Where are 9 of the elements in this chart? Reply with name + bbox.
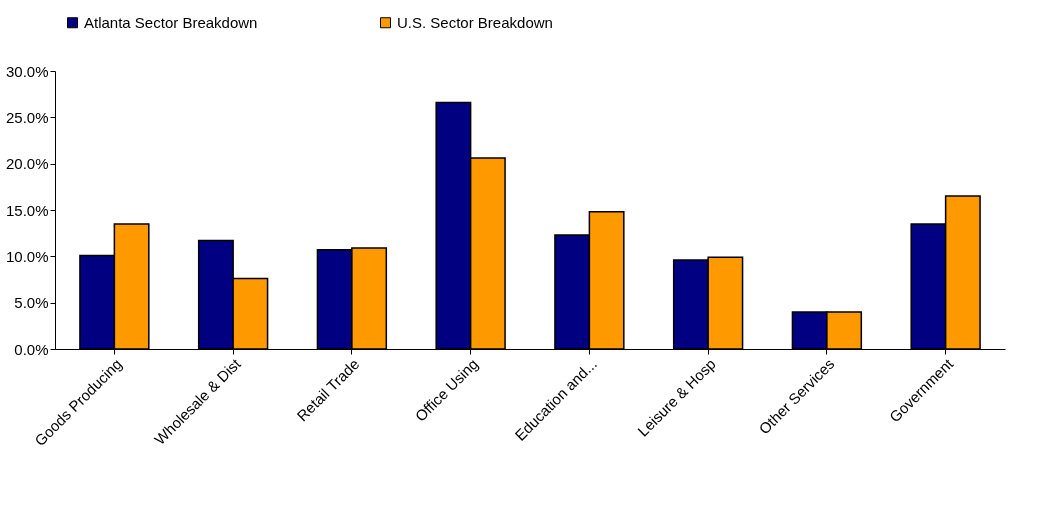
y-tick-label: 5.0% bbox=[14, 294, 49, 312]
y-tick-label: 10.0% bbox=[5, 247, 49, 265]
y-tick-label: 25.0% bbox=[5, 108, 49, 126]
y-tick-label: 0.0% bbox=[14, 340, 49, 358]
legend-label: Atlanta Sector Breakdown bbox=[84, 13, 258, 31]
y-tick-label: 20.0% bbox=[5, 155, 49, 173]
y-tick-label: 15.0% bbox=[5, 201, 49, 219]
legend-label: U.S. Sector Breakdown bbox=[397, 13, 553, 31]
y-tick-label: 30.0% bbox=[5, 62, 49, 80]
